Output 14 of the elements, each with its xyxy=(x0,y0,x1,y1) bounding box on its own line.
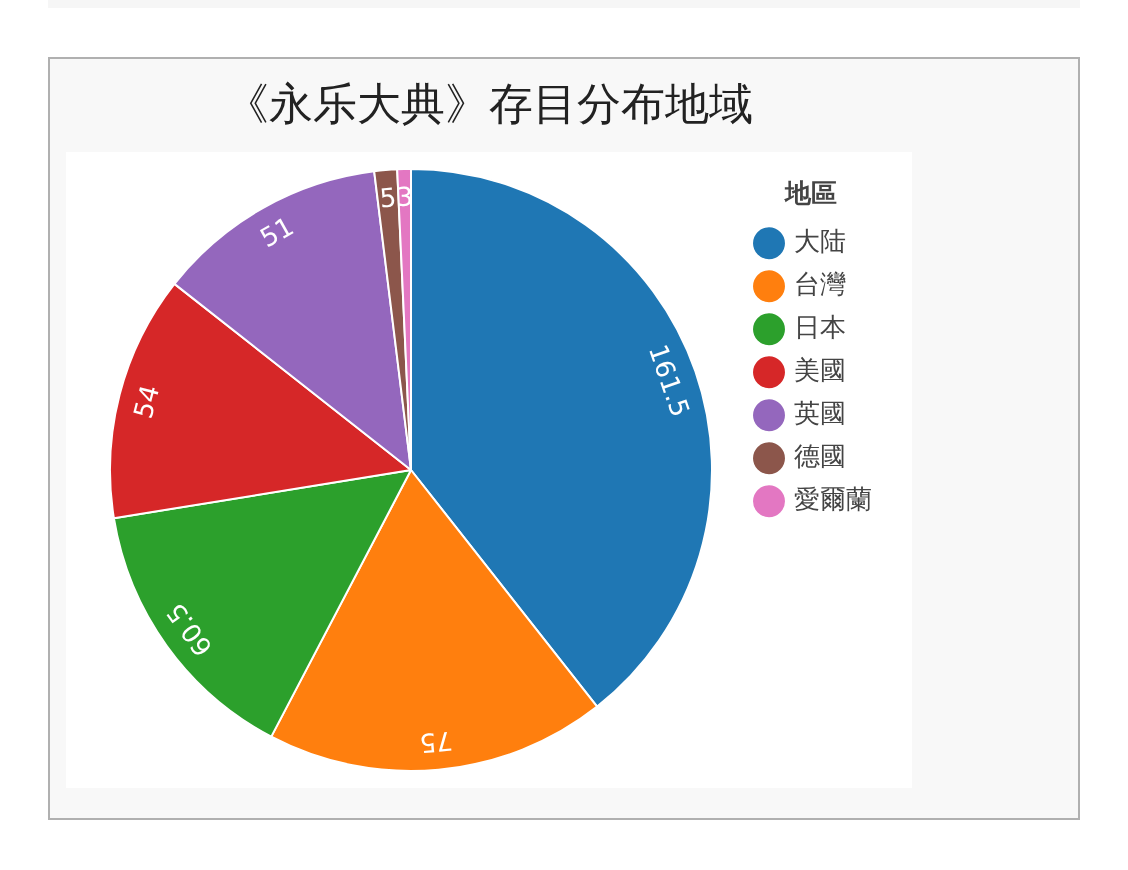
data-label: 51 xyxy=(255,210,299,254)
legend-label: 大陆 xyxy=(794,225,846,256)
legend-title: 地區 xyxy=(784,177,837,208)
legend-label: 日本 xyxy=(794,311,846,342)
legend-label: 德國 xyxy=(794,440,846,471)
chart-title: 《永乐大典》存目分布地域 xyxy=(224,77,754,131)
data-label: 161.5 xyxy=(642,340,696,421)
legend-label: 台灣 xyxy=(794,268,846,299)
data-label: 54 xyxy=(127,381,166,422)
data-label: 5 xyxy=(378,182,398,214)
legend-label: 英國 xyxy=(794,397,846,428)
legend-label: 美國 xyxy=(794,354,846,385)
legend-label: 愛爾蘭 xyxy=(794,483,872,514)
data-label: 75 xyxy=(418,725,454,759)
